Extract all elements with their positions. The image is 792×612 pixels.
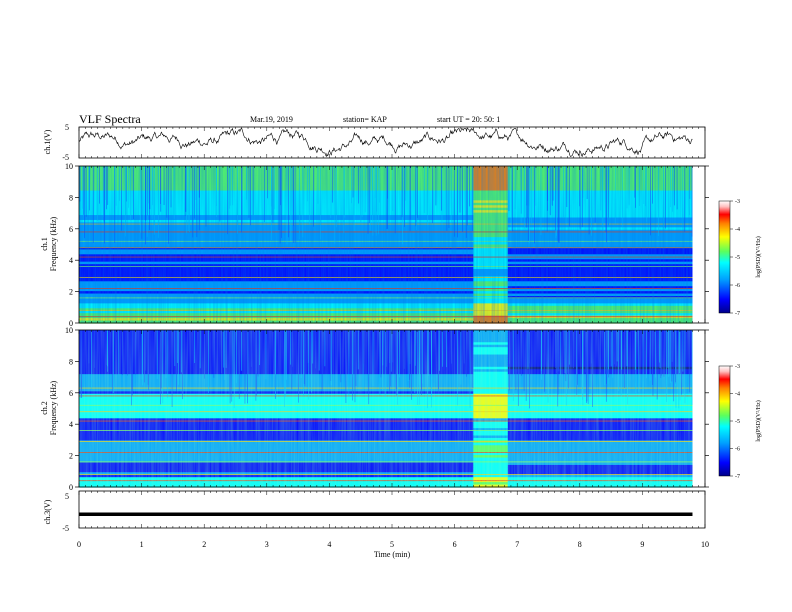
xtick-label: 8 [578, 540, 582, 549]
ytick-label: 0 [69, 483, 73, 492]
ch1-colorbar-ticks: -3 -4 -5 -6 -7 [730, 199, 740, 317]
figure-title: VLF Spectra [79, 112, 141, 126]
ytick-label: 6 [69, 389, 73, 398]
ytick-label: 6 [69, 225, 73, 234]
ch1-waveform-frame [78, 126, 706, 159]
xtick-label: 2 [202, 540, 206, 549]
ch2-colorbar-label: log(PSD)(V²/Hz) [755, 400, 762, 441]
ytick-label: 2 [69, 452, 73, 461]
colorbar-tick-label: -6 [735, 447, 740, 453]
xtick-label: 3 [265, 540, 269, 549]
ytick-label: 4 [69, 420, 73, 429]
ytick-label: 8 [69, 193, 73, 202]
ytick-label: 2 [69, 288, 73, 297]
ch3-waveform-panel: 5 -5 ch.3(V) [43, 490, 706, 533]
ch2-spec-ylabel: ch.2 [40, 401, 49, 415]
spectro-texture [79, 330, 693, 487]
ch1-spectrogram-panel: 0 2 4 6 8 10 ch.1 Frequency (kHz) [40, 162, 709, 328]
colorbar-tick-label: -4 [735, 392, 740, 398]
ytick-label: 10 [65, 326, 73, 335]
colorbar-tick-label: -4 [735, 227, 740, 233]
ch1-yticks: 0 2 4 6 8 10 [65, 162, 709, 328]
date-label: Mar.19, 2019 [250, 115, 293, 124]
ch1-ytick-top: 5 [65, 123, 69, 132]
xtick-label: 4 [327, 540, 331, 549]
xtick-label: 5 [390, 540, 394, 549]
spectro-texture [79, 166, 693, 323]
ch1-colorbar-gradient [718, 200, 731, 314]
colorbar-tick-label: -3 [735, 199, 740, 205]
colorbar-tick-label: -5 [735, 255, 740, 261]
xtick-label: 6 [453, 540, 457, 549]
xtick-label: 0 [77, 540, 81, 549]
ytick-label: 8 [69, 357, 73, 366]
ch3-ylabel: ch.3(V) [43, 499, 52, 524]
colorbar-tick-label: -7 [735, 311, 740, 317]
ytick-label: 0 [69, 319, 73, 328]
ch2-spec-ylabel-freq: Frequency (kHz) [49, 380, 58, 435]
ch1-spec-ylabel: ch.1 [40, 237, 49, 251]
x-axis-label: Time (min) [374, 550, 411, 559]
xtick-label: 10 [701, 540, 709, 549]
ch2-spectrogram-image [79, 330, 693, 488]
colorbar-tick-label: -3 [735, 364, 740, 370]
ch3-ytick-bottom: -5 [62, 524, 69, 533]
ch2-colorbar: -3 -4 -5 -6 -7 log(PSD)(V²/Hz) [718, 364, 762, 480]
xtick-label: 9 [640, 540, 644, 549]
colorbar-tick-label: -7 [735, 474, 740, 480]
colorbar-tick-label: -5 [735, 419, 740, 425]
xtick-label: 1 [140, 540, 144, 549]
ch3-waveform-frame [78, 490, 706, 529]
ch1-waveform-panel: 5 -5 ch.1(V) [43, 123, 706, 162]
ch1-ylabel: ch.1(V) [43, 129, 52, 154]
station-label: station= KAP [343, 115, 387, 124]
ch3-ytick-top: 5 [65, 492, 69, 501]
colorbar-tick-label: -6 [735, 283, 740, 289]
x-axis-ticks [78, 127, 706, 528]
ch1-spec-ylabel-freq: Frequency (kHz) [49, 216, 58, 271]
ch1-waveform-trace [78, 127, 693, 158]
ytick-label: 10 [65, 162, 73, 171]
start-time-label: start UT = 20: 50: 1 [437, 115, 500, 124]
ch1-colorbar-label: log(PSD)(V²/Hz) [755, 236, 762, 277]
ch2-spectrogram-panel: 0 2 4 6 8 10 ch.2 Frequency (kHz) [40, 326, 709, 492]
ch2-yticks: 0 2 4 6 8 10 [65, 326, 709, 492]
ch2-colorbar-gradient [718, 365, 731, 477]
x-axis-tick-labels: 0 1 2 3 4 5 6 7 8 9 10 [77, 540, 709, 549]
ch2-colorbar-ticks: -3 -4 -5 -6 -7 [730, 364, 740, 480]
ytick-label: 4 [69, 256, 73, 265]
ch1-colorbar: -3 -4 -5 -6 -7 log(PSD)(V²/Hz) [718, 199, 762, 317]
xtick-label: 7 [515, 540, 519, 549]
ch1-spectrogram-image [79, 166, 693, 324]
ch1-ytick-bottom: -5 [62, 153, 69, 162]
